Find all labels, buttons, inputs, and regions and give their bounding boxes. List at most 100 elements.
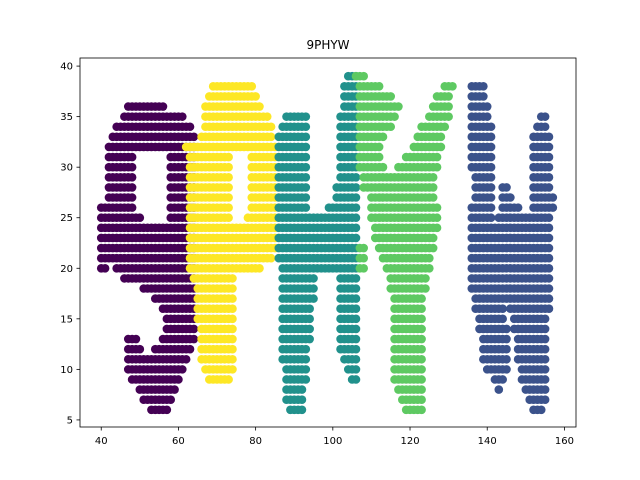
point: [228, 324, 237, 334]
point: [425, 263, 434, 273]
point: [228, 334, 237, 344]
point: [351, 334, 361, 344]
point: [135, 213, 145, 223]
point: [297, 385, 307, 394]
point: [228, 354, 237, 364]
point: [417, 294, 426, 303]
y-tick-label: 10: [60, 365, 73, 376]
point: [417, 314, 426, 324]
point: [351, 324, 361, 334]
point: [301, 152, 311, 162]
point: [181, 354, 191, 364]
point: [189, 334, 199, 344]
point: [224, 375, 233, 384]
point: [359, 253, 369, 263]
point: [228, 294, 237, 303]
point: [374, 82, 384, 91]
point: [127, 152, 137, 162]
point: [390, 112, 399, 121]
point: [158, 102, 168, 111]
point: [351, 354, 361, 364]
point: [540, 365, 550, 374]
point: [540, 314, 550, 324]
point: [351, 233, 361, 243]
point: [301, 132, 311, 142]
point: [494, 385, 504, 394]
point: [351, 365, 361, 374]
point: [502, 365, 511, 374]
point: [166, 395, 176, 405]
point: [417, 344, 426, 354]
point: [540, 112, 550, 121]
point: [417, 324, 426, 334]
point: [185, 122, 195, 132]
point: [228, 284, 237, 293]
point: [544, 284, 554, 293]
point: [482, 102, 492, 111]
point: [421, 274, 430, 283]
point: [228, 344, 237, 354]
point: [502, 324, 511, 334]
point: [498, 304, 507, 314]
point: [224, 172, 233, 182]
point: [432, 213, 442, 223]
point: [224, 193, 233, 202]
point: [100, 263, 110, 273]
point: [432, 162, 442, 172]
point: [432, 203, 442, 212]
point: [359, 263, 369, 273]
point: [351, 223, 361, 233]
point: [247, 82, 257, 91]
point: [417, 304, 426, 314]
point: [540, 334, 550, 344]
point: [536, 405, 546, 415]
point: [351, 213, 361, 223]
point: [544, 263, 554, 273]
point: [305, 314, 314, 324]
point: [544, 183, 554, 192]
point: [127, 183, 137, 192]
x-tick-label: 100: [323, 436, 342, 447]
point: [417, 375, 426, 384]
point: [544, 294, 554, 303]
point: [185, 344, 195, 354]
x-tick-label: 80: [249, 436, 262, 447]
point: [540, 395, 550, 405]
x-tick-label: 40: [95, 436, 108, 447]
point: [502, 344, 511, 354]
point: [544, 274, 554, 283]
point: [502, 334, 511, 344]
point: [177, 365, 187, 374]
point: [266, 132, 276, 142]
point: [540, 354, 550, 364]
point: [544, 243, 554, 253]
point: [540, 122, 550, 132]
series-Y: [351, 71, 457, 415]
point: [309, 284, 318, 293]
point: [417, 365, 426, 374]
point: [540, 324, 550, 334]
point: [432, 152, 442, 162]
point: [301, 193, 311, 202]
point: [301, 354, 311, 364]
point: [548, 193, 558, 202]
point: [479, 92, 488, 101]
point: [417, 385, 426, 394]
point: [251, 92, 260, 101]
point: [224, 213, 233, 223]
series-P: [181, 82, 280, 384]
point: [266, 253, 276, 263]
point: [228, 304, 237, 314]
point: [189, 324, 199, 334]
point: [177, 112, 187, 121]
point: [386, 92, 396, 101]
point: [351, 172, 361, 182]
point: [309, 294, 318, 303]
axes-layer: 40 60 80 100 120 140 160 5 10 15 20 25 30 35 40: [60, 57, 577, 447]
point: [417, 354, 426, 364]
plot-frame: [79, 57, 577, 428]
point: [428, 233, 438, 243]
point: [374, 142, 384, 152]
point: [486, 162, 496, 172]
